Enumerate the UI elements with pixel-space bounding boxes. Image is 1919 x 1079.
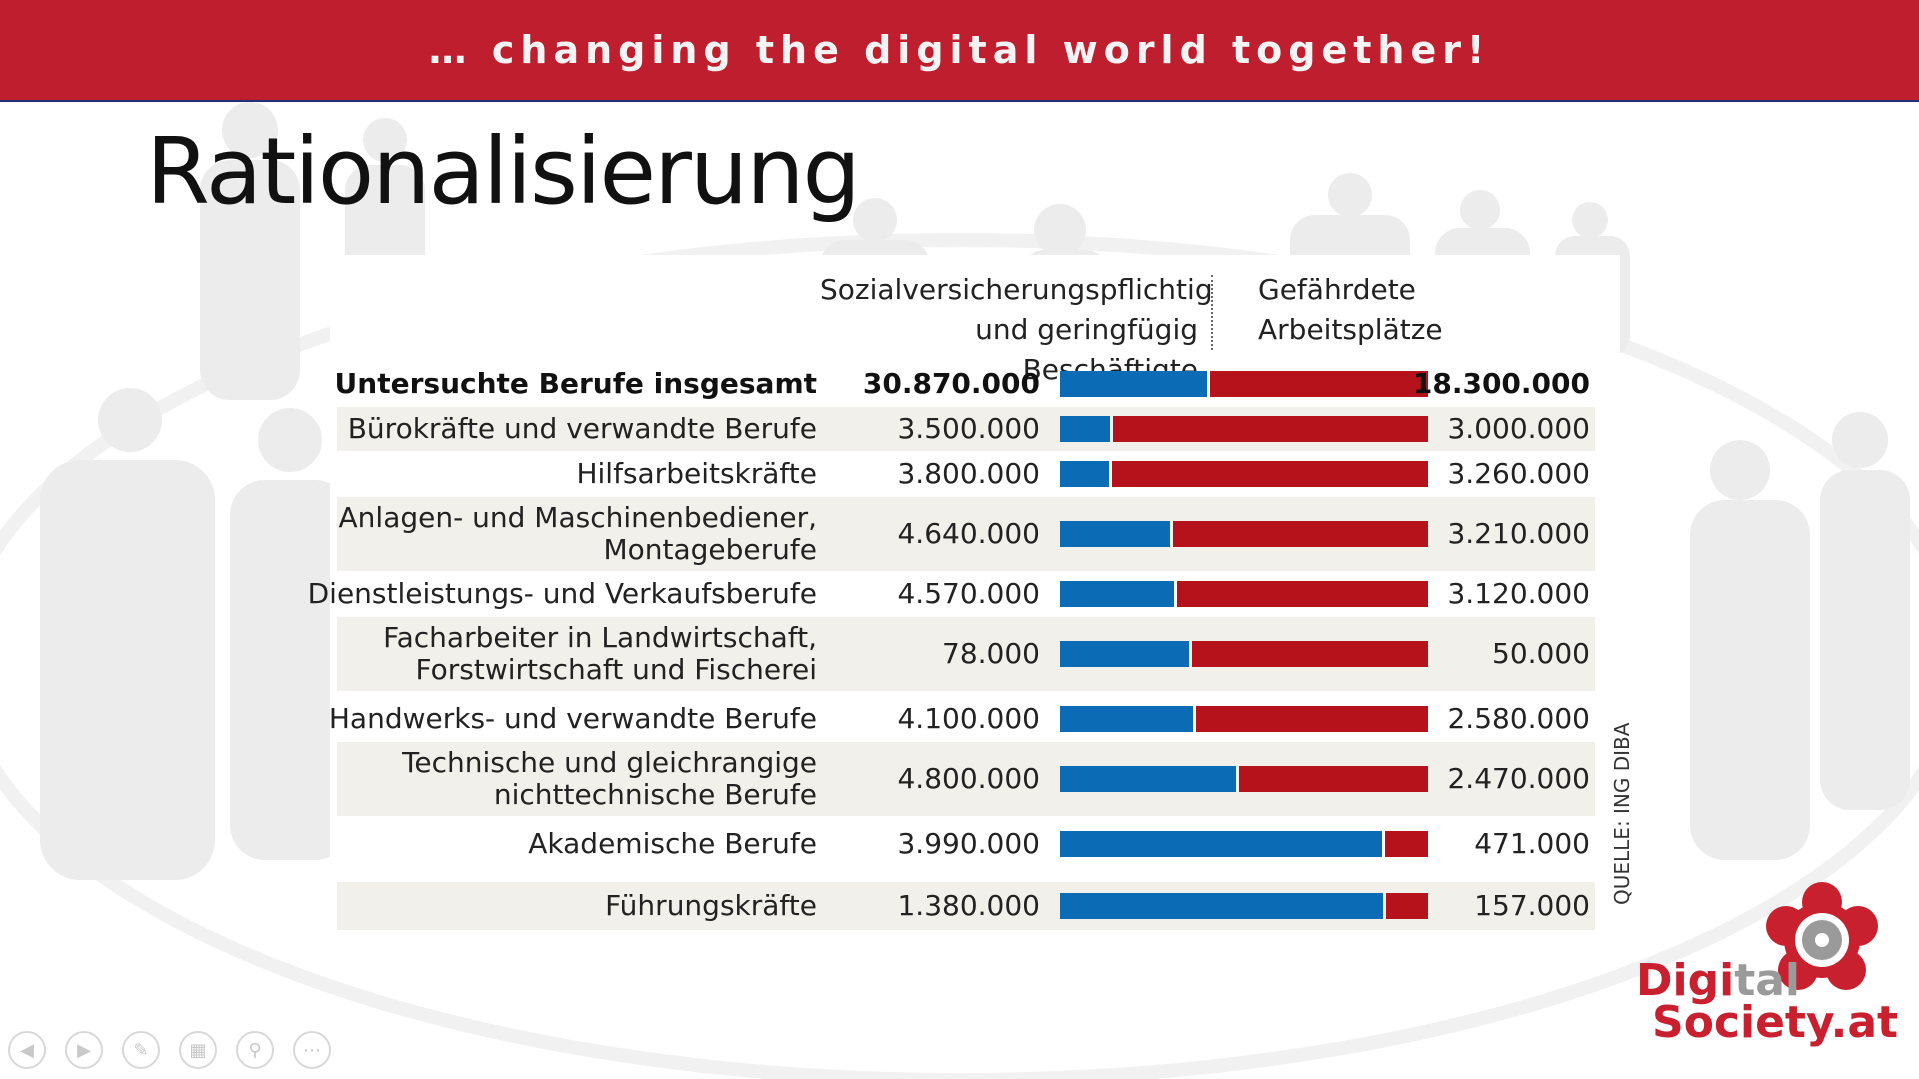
at-risk-value: 3.000.000 [1447, 412, 1590, 445]
employed-value: 4.570.000 [897, 577, 1040, 610]
bar-segment-at-risk [1385, 831, 1428, 857]
bar-segment-at-risk [1192, 641, 1428, 667]
column-header-right-line2: Arbeitsplätze [1258, 313, 1443, 346]
bar-segment-at-risk [1196, 706, 1428, 732]
at-risk-value: 471.000 [1474, 827, 1590, 860]
bar-segment-at-risk [1112, 461, 1428, 487]
employed-value: 78.000 [942, 637, 1040, 670]
stacked-bar [1060, 831, 1428, 857]
category-label-line: Akademische Berufe [528, 827, 817, 860]
stacked-bar [1060, 641, 1428, 667]
bar-segment-safe [1060, 521, 1170, 547]
bar-segment-safe [1060, 831, 1382, 857]
column-divider [1211, 275, 1213, 350]
bar-segment-at-risk [1113, 416, 1428, 442]
stacked-bar [1060, 581, 1428, 607]
next-icon[interactable]: ▶ [65, 1031, 103, 1069]
bar-segment-at-risk [1173, 521, 1428, 547]
bar-segment-safe [1060, 893, 1383, 919]
stacked-bar [1060, 371, 1428, 397]
stacked-bar [1060, 461, 1428, 487]
logo-text-line1: Digital [1636, 958, 1800, 1004]
category-label: Akademische Berufe [528, 828, 817, 860]
category-label-line: Bürokräfte und verwandte Berufe [347, 412, 817, 445]
category-label-line: Führungskräfte [605, 889, 817, 922]
category-label: Dienstleistungs- und Verkaufsberufe [308, 578, 817, 610]
at-risk-value: 18.300.000 [1412, 367, 1590, 400]
at-risk-value: 157.000 [1474, 889, 1590, 922]
pen-icon[interactable]: ✎ [122, 1031, 160, 1069]
stacked-bar [1060, 766, 1428, 792]
category-label: Technische und gleichrangige nichttechnis… [402, 747, 817, 811]
category-label: Facharbeiter in Landwirtschaft, Forstwirt… [383, 622, 817, 686]
employed-value: 4.800.000 [897, 762, 1040, 795]
employed-value: 3.990.000 [897, 827, 1040, 860]
at-risk-value: 3.120.000 [1447, 577, 1590, 610]
prev-icon[interactable]: ◀ [8, 1031, 46, 1069]
category-label: Bürokräfte und verwandte Berufe [348, 413, 817, 445]
digital-society-logo-emblem [1766, 882, 1878, 990]
category-label-line: Untersuchte Berufe insgesamt [334, 367, 817, 400]
table-row-shade [337, 882, 1595, 930]
at-risk-value: 2.580.000 [1447, 702, 1590, 735]
category-label-line: Anlagen- und Maschinenbediener, [338, 501, 817, 534]
tagline: … changing the digital world together! [428, 28, 1491, 72]
category-label-line: Hilfsarbeitskräfte [576, 457, 817, 490]
bar-segment-at-risk [1177, 581, 1428, 607]
slide-title: Rationalisierung [146, 118, 861, 225]
slides-icon[interactable]: ▦ [179, 1031, 217, 1069]
stacked-bar [1060, 893, 1428, 919]
logo-tal: tal [1734, 955, 1800, 1006]
category-label: Anlagen- und Maschinenbediener, Montagebe… [339, 502, 817, 566]
column-header-right: Gefährdete Arbeitsplätze [1258, 270, 1443, 350]
category-label-line: Forstwirtschaft und Fischerei [415, 653, 818, 686]
employed-value: 4.100.000 [897, 702, 1040, 735]
category-label-line: Technische und gleichrangige [402, 746, 817, 779]
stacked-bar [1060, 416, 1428, 442]
logo-digi: Digi [1636, 955, 1735, 1006]
employed-value: 1.380.000 [897, 889, 1040, 922]
stacked-bar [1060, 706, 1428, 732]
source-note: QUELLE: ING DIBA [1610, 722, 1634, 905]
at-risk-value: 3.210.000 [1447, 517, 1590, 550]
column-header-left-line1: Sozialversicherungspflichtig [820, 273, 1213, 306]
bar-segment-safe [1060, 461, 1109, 487]
at-risk-value: 2.470.000 [1447, 762, 1590, 795]
category-label: Untersuchte Berufe insgesamt [335, 368, 817, 400]
employed-value: 3.500.000 [897, 412, 1040, 445]
category-label-line: Montageberufe [603, 533, 817, 566]
zoom-icon[interactable]: ⚲ [236, 1031, 274, 1069]
bar-segment-safe [1060, 766, 1236, 792]
bar-segment-safe [1060, 706, 1193, 732]
column-header-left: Sozialversicherungspflichtig und geringf… [820, 270, 1213, 390]
category-label-line: nichttechnische Berufe [493, 778, 817, 811]
more-icon[interactable]: ⋯ [293, 1031, 331, 1069]
bar-segment-at-risk [1239, 766, 1428, 792]
bar-segment-safe [1060, 371, 1207, 397]
at-risk-value: 50.000 [1492, 637, 1590, 670]
category-label-line: Handwerks- und verwandte Berufe [328, 702, 817, 735]
category-label-line: Dienstleistungs- und Verkaufsberufe [307, 577, 817, 610]
category-label: Handwerks- und verwandte Berufe [329, 703, 817, 735]
category-label: Führungskräfte [605, 890, 817, 922]
bar-segment-safe [1060, 641, 1189, 667]
bar-segment-at-risk [1386, 893, 1428, 919]
stacked-bar [1060, 521, 1428, 547]
category-label-line: Facharbeiter in Landwirtschaft, [383, 621, 817, 654]
at-risk-value: 3.260.000 [1447, 457, 1590, 490]
bar-segment-safe [1060, 581, 1174, 607]
bar-segment-at-risk [1210, 371, 1428, 397]
employed-value: 30.870.000 [862, 367, 1040, 400]
column-header-right-line1: Gefährdete [1258, 273, 1416, 306]
bar-segment-safe [1060, 416, 1110, 442]
logo-text-line2: Society.at [1652, 997, 1899, 1048]
employed-value: 3.800.000 [897, 457, 1040, 490]
header-bar: … changing the digital world together! [0, 0, 1919, 102]
employed-value: 4.640.000 [897, 517, 1040, 550]
category-label: Hilfsarbeitskräfte [576, 458, 817, 490]
